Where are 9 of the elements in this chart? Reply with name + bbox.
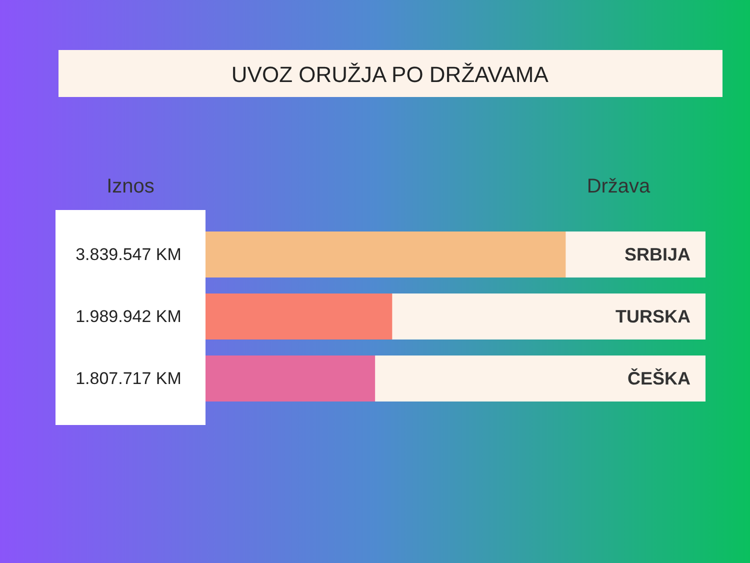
data-label: 1.807.717 KM	[76, 369, 182, 388]
y-tick-label: ČEŠKA	[627, 368, 691, 388]
text: Iznos	[106, 176, 154, 198]
text: Država	[586, 176, 652, 198]
y-tick-label: SRBIJA	[624, 244, 690, 264]
data-label: 3.839.547 KM	[76, 245, 182, 264]
y-tick-label: TURSKA	[616, 306, 691, 326]
data-label: 1.989.942 KM	[76, 307, 182, 326]
chart-title: UVOZ ORUŽJA PO DRŽAVAMA	[231, 62, 549, 87]
